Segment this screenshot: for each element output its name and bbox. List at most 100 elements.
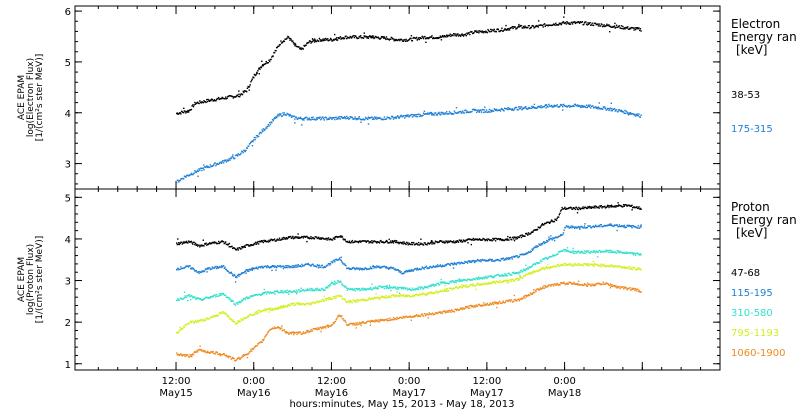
data-point	[308, 331, 311, 333]
data-point	[440, 265, 442, 267]
data-point	[476, 305, 479, 308]
data-point	[390, 296, 392, 299]
data-point	[436, 292, 439, 294]
data-point	[297, 266, 299, 268]
data-point	[518, 300, 521, 302]
data-point	[600, 263, 602, 265]
data-point	[241, 356, 243, 359]
data-point	[334, 118, 336, 121]
data-point	[524, 235, 526, 237]
data-point	[292, 238, 295, 240]
data-point	[264, 240, 266, 242]
data-point	[243, 245, 246, 247]
data-point	[595, 106, 597, 108]
data-point	[498, 238, 500, 240]
data-point	[180, 113, 182, 115]
data-point	[242, 90, 244, 93]
data-point	[299, 48, 301, 50]
data-point	[469, 307, 471, 309]
data-point	[538, 268, 540, 271]
data-point	[458, 286, 460, 288]
data-point	[431, 35, 433, 37]
data-point	[199, 169, 201, 171]
data-point	[522, 277, 524, 279]
data-point	[319, 116, 321, 118]
data-point	[421, 313, 423, 315]
data-point	[326, 286, 328, 288]
data-point	[297, 303, 299, 305]
data-point	[429, 284, 432, 286]
data-point	[476, 110, 479, 112]
data-point	[518, 255, 521, 258]
data-point	[184, 355, 186, 358]
data-point	[540, 268, 542, 271]
data-point	[250, 348, 252, 351]
data-point	[432, 37, 434, 40]
data-point	[262, 240, 264, 242]
data-point	[257, 310, 259, 312]
data-point	[473, 306, 475, 308]
data-point	[506, 108, 509, 111]
data-point	[426, 244, 428, 246]
data-point	[500, 29, 502, 32]
data-point	[499, 238, 502, 240]
data-point	[353, 118, 356, 120]
data-point	[621, 27, 623, 30]
data-point	[562, 21, 565, 23]
data-point	[460, 262, 462, 264]
data-point	[260, 132, 263, 134]
data-point	[348, 301, 351, 304]
data-point	[333, 322, 335, 324]
data-point	[388, 238, 390, 241]
data-point	[395, 117, 397, 119]
data-point	[446, 290, 448, 293]
data-point	[455, 262, 457, 265]
data-point	[361, 240, 363, 242]
data-point	[625, 204, 628, 206]
data-point	[197, 321, 200, 323]
data-point	[444, 312, 446, 314]
data-point	[194, 350, 196, 353]
data-point	[243, 91, 245, 94]
data-point	[336, 282, 338, 284]
data-point	[460, 279, 463, 281]
data-point	[218, 162, 221, 164]
data-point	[342, 318, 344, 320]
data-point	[587, 206, 589, 208]
data-point	[566, 225, 568, 227]
data-point	[292, 302, 294, 305]
data-point	[335, 258, 337, 260]
data-point	[240, 301, 242, 303]
data-point	[239, 247, 241, 249]
data-point	[482, 283, 484, 285]
data-point	[262, 339, 265, 342]
data-point	[532, 249, 534, 251]
data-point	[569, 227, 572, 229]
data-point	[385, 295, 387, 297]
data-point	[294, 116, 297, 118]
data-point	[446, 34, 448, 36]
data-point	[574, 208, 577, 211]
data-point	[525, 294, 527, 297]
data-point	[420, 238, 422, 240]
data-point	[494, 240, 497, 242]
data-point	[498, 274, 500, 276]
data-point	[298, 46, 300, 48]
data-point	[397, 116, 400, 118]
data-point	[637, 225, 639, 227]
data-point	[541, 243, 544, 245]
data-point	[319, 289, 321, 291]
data-point	[597, 108, 599, 110]
data-point	[597, 206, 600, 208]
data-point	[563, 229, 565, 231]
data-point	[429, 313, 432, 315]
data-point	[548, 222, 551, 224]
data-point	[481, 239, 484, 241]
data-point	[639, 116, 642, 118]
data-point	[360, 35, 362, 37]
data-point	[343, 116, 346, 118]
data-point	[578, 263, 580, 265]
data-point	[546, 104, 548, 106]
data-point	[212, 267, 214, 269]
data-point	[253, 77, 255, 79]
